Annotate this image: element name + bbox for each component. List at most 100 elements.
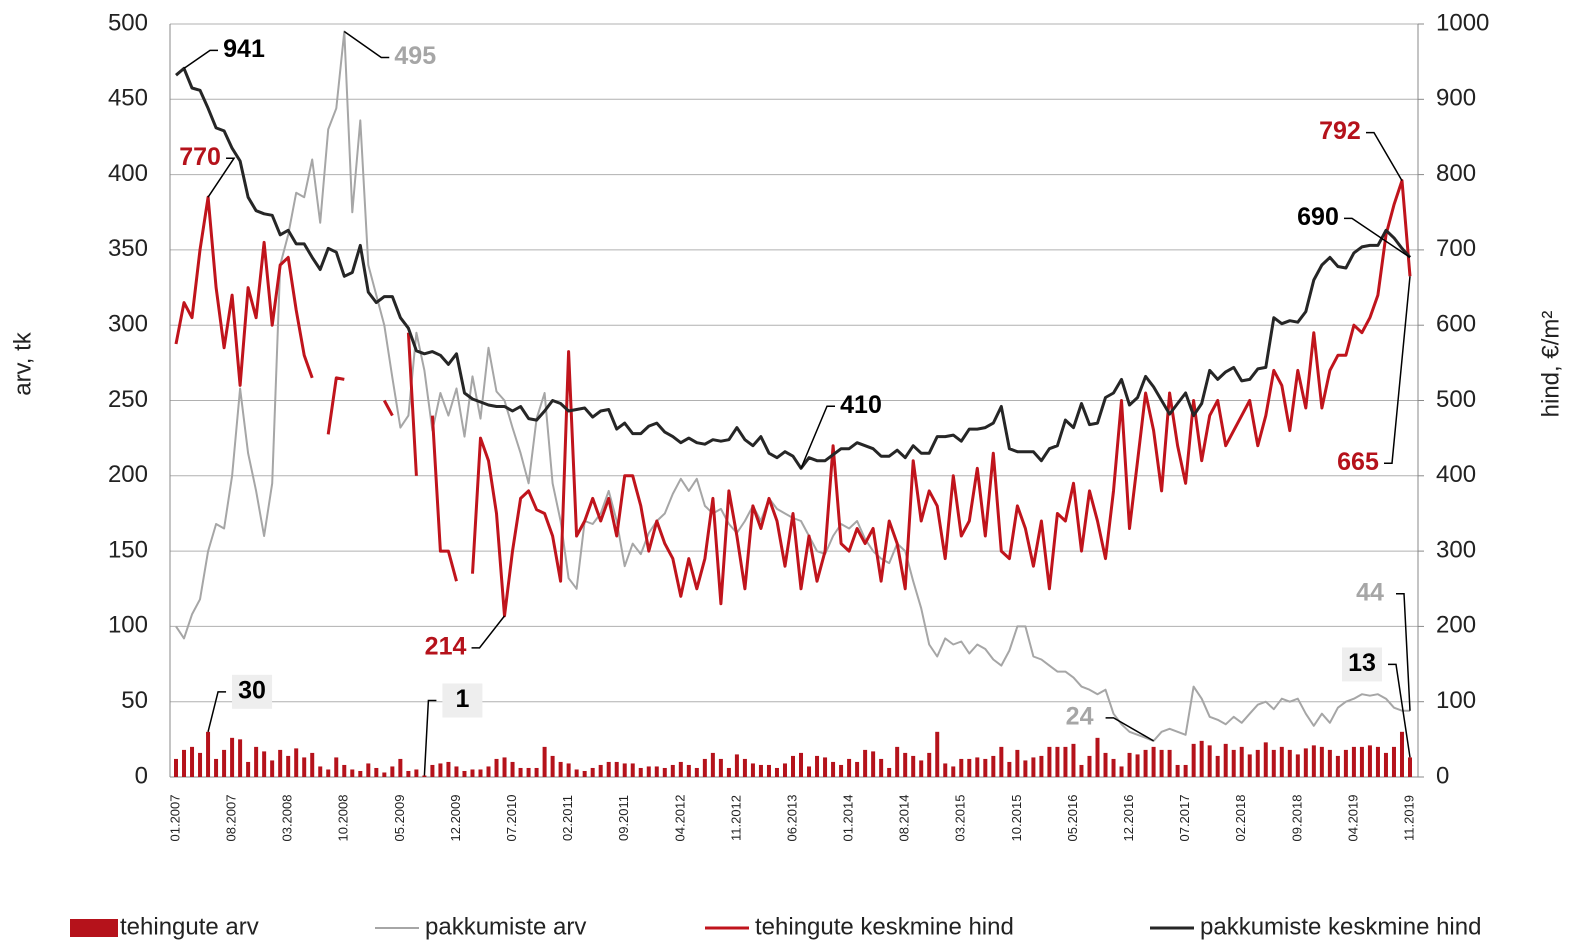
data-label: 24: [1066, 702, 1094, 730]
y2-tick-label: 900: [1436, 85, 1476, 112]
bar: [758, 764, 763, 777]
y2-tick-label: 700: [1436, 235, 1476, 262]
bar: [670, 764, 675, 777]
bar: [374, 767, 379, 777]
bar: [1175, 764, 1180, 777]
bar: [406, 770, 411, 777]
bar: [246, 761, 251, 777]
y-tick-label: 250: [108, 386, 148, 413]
bar: [1255, 749, 1260, 777]
bar: [1263, 742, 1268, 777]
bar: [494, 758, 499, 777]
bar: [278, 749, 283, 777]
bar: [358, 770, 363, 777]
bar: [1271, 749, 1276, 777]
bar: [734, 754, 739, 777]
bar: [622, 763, 627, 777]
bar: [1111, 758, 1116, 777]
bar: [654, 766, 659, 777]
bar: [686, 764, 691, 777]
x-tick-label: 09.2011: [616, 795, 631, 841]
x-tick-label: 08.2014: [897, 795, 912, 842]
bar: [742, 758, 747, 777]
data-label: 770: [179, 143, 221, 171]
bar: [911, 755, 916, 777]
bar: [1399, 731, 1404, 777]
bar: [702, 758, 707, 777]
bar: [1303, 748, 1308, 777]
bar: [774, 767, 779, 777]
bar: [238, 739, 243, 777]
y-tick-label: 450: [108, 85, 148, 112]
bar: [1087, 755, 1092, 777]
bar: [1183, 764, 1188, 777]
data-label: 44: [1356, 578, 1384, 606]
bar: [1279, 746, 1284, 777]
bar: [975, 757, 980, 777]
bar: [1023, 760, 1028, 777]
line-series: [175, 66, 1412, 470]
bar: [430, 764, 435, 777]
y-axis-label: arv, tk: [9, 331, 36, 396]
bar: [935, 731, 940, 777]
bar: [646, 766, 651, 777]
bar: [334, 757, 339, 777]
legend-label: tehingute arv: [120, 913, 259, 940]
bar: [350, 769, 355, 777]
data-label: 495: [394, 42, 436, 70]
bar: [1119, 766, 1124, 777]
bar: [1319, 746, 1324, 777]
bar: [526, 767, 531, 777]
bar: [710, 752, 715, 777]
label-leader: [207, 691, 227, 733]
bar: [342, 764, 347, 777]
x-tick-label: 06.2013: [784, 795, 799, 842]
bar: [542, 746, 547, 777]
y2-tick-label: 800: [1436, 160, 1476, 187]
x-tick-label: 10.2008: [336, 795, 351, 842]
label-leader: [800, 405, 836, 469]
bar: [799, 752, 804, 777]
bar: [871, 751, 876, 777]
bar: [1335, 755, 1340, 777]
data-label: 13: [1348, 649, 1376, 677]
bar: [1007, 761, 1012, 777]
bar: [414, 769, 419, 777]
bar: [366, 763, 371, 777]
bar: [718, 758, 723, 777]
bar: [462, 770, 467, 777]
bar: [478, 769, 483, 777]
bar: [1031, 757, 1036, 777]
bar: [1071, 743, 1076, 777]
bar: [438, 763, 443, 777]
bar: [214, 758, 219, 777]
bar: [983, 758, 988, 777]
bar: [390, 766, 395, 777]
data-label: 792: [1319, 117, 1361, 145]
x-tick-label: 07.2017: [1177, 795, 1192, 842]
bar: [678, 761, 683, 777]
bar: [598, 764, 603, 777]
bar: [1295, 754, 1300, 777]
y2-tick-label: 100: [1436, 687, 1476, 714]
bar: [1359, 746, 1364, 777]
y-tick-label: 350: [108, 235, 148, 262]
bar: [991, 755, 996, 777]
bar: [1391, 746, 1396, 777]
bar: [1247, 754, 1252, 777]
x-tick-label: 12.2016: [1121, 795, 1136, 842]
bar: [1343, 749, 1348, 777]
bar: [967, 758, 972, 777]
bar: [1151, 746, 1156, 777]
bar: [791, 755, 795, 777]
bar: [839, 764, 844, 777]
bar: [807, 766, 812, 777]
bar: [903, 752, 908, 777]
legend-label: tehingute keskmine hind: [755, 913, 1014, 940]
bar: [1055, 746, 1060, 777]
y-tick-label: 500: [108, 9, 148, 36]
y2-tick-label: 400: [1436, 461, 1476, 488]
bar: [230, 737, 235, 777]
bar: [879, 758, 884, 777]
